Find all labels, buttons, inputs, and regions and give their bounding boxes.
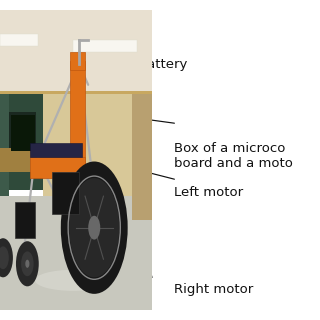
Text: Right motor: Right motor [174, 283, 254, 296]
Circle shape [16, 241, 39, 286]
Text: Battery: Battery [139, 58, 188, 71]
Bar [70, 52, 85, 70]
Bar [0, 91, 152, 145]
Circle shape [25, 260, 29, 268]
Bar [0, 196, 152, 310]
Text: Left motor: Left motor [174, 186, 244, 199]
Circle shape [88, 216, 100, 240]
Circle shape [21, 252, 34, 276]
Circle shape [69, 178, 119, 277]
Bar [73, 40, 137, 52]
Bar [0, 10, 152, 94]
Ellipse shape [35, 270, 111, 291]
Bar [30, 143, 82, 157]
Bar [9, 94, 43, 190]
Bar [0, 94, 9, 196]
Bar [15, 202, 35, 238]
Bar [11, 115, 35, 151]
Bar [0, 34, 38, 46]
Bar [70, 61, 85, 169]
Text: Box of a microco
board and a moto: Box of a microco board and a moto [174, 142, 293, 170]
Bar [52, 172, 79, 214]
Circle shape [61, 162, 128, 294]
Circle shape [0, 246, 9, 269]
Bar [0, 196, 152, 310]
Bar [132, 94, 152, 220]
Bar [0, 94, 152, 130]
Bar [43, 94, 152, 196]
Circle shape [0, 238, 13, 277]
Bar [9, 112, 36, 154]
Bar [30, 157, 85, 178]
Bar [0, 148, 84, 172]
